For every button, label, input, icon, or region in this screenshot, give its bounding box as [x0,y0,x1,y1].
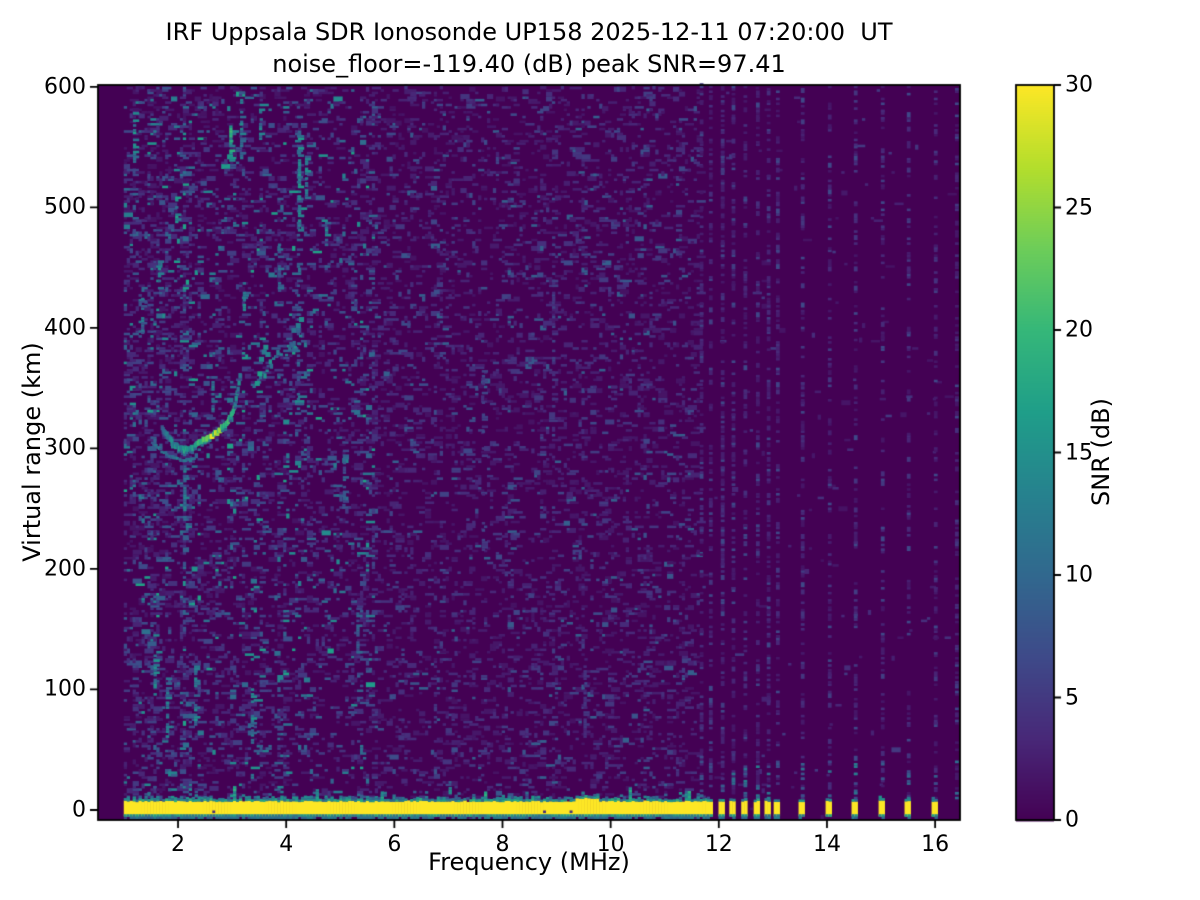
x-tick-label: 10 [596,832,625,857]
y-tick-label: 600 [44,74,86,100]
colorbar-tick-label: 15 [1065,440,1093,465]
x-tick-label: 14 [812,832,841,857]
x-tick-label: 12 [704,832,733,857]
colorbar-tick-label: 30 [1065,72,1093,98]
x-tick-label: 4 [279,832,294,857]
y-axis-label: Virtual range (km) [18,342,46,562]
y-tick-label: 100 [44,676,86,702]
y-tick-label: 0 [72,797,86,823]
colorbar-tick-label: 10 [1065,562,1093,588]
y-tick-label: 400 [44,315,86,341]
y-tick-label: 500 [44,194,86,220]
y-tick-label: 300 [44,435,86,461]
colorbar-tick-label: 25 [1065,195,1093,220]
y-tick-label: 200 [44,556,86,582]
x-tick-label: 8 [495,832,510,857]
colorbar-tick-label: 20 [1065,317,1093,343]
colorbar-tick-label: 0 [1065,807,1079,833]
x-tick-label: 6 [387,832,402,857]
x-axis-label: Frequency (MHz) [428,848,630,876]
colorbar-tick-label: 5 [1065,685,1079,710]
plot-subtitle: noise_floor=-119.40 (dB) peak SNR=97.41 [272,50,786,78]
plot-title: IRF Uppsala SDR Ionosonde UP158 2025-12-… [165,18,893,46]
x-tick-label: 16 [921,832,950,857]
x-tick-label: 2 [171,832,186,857]
